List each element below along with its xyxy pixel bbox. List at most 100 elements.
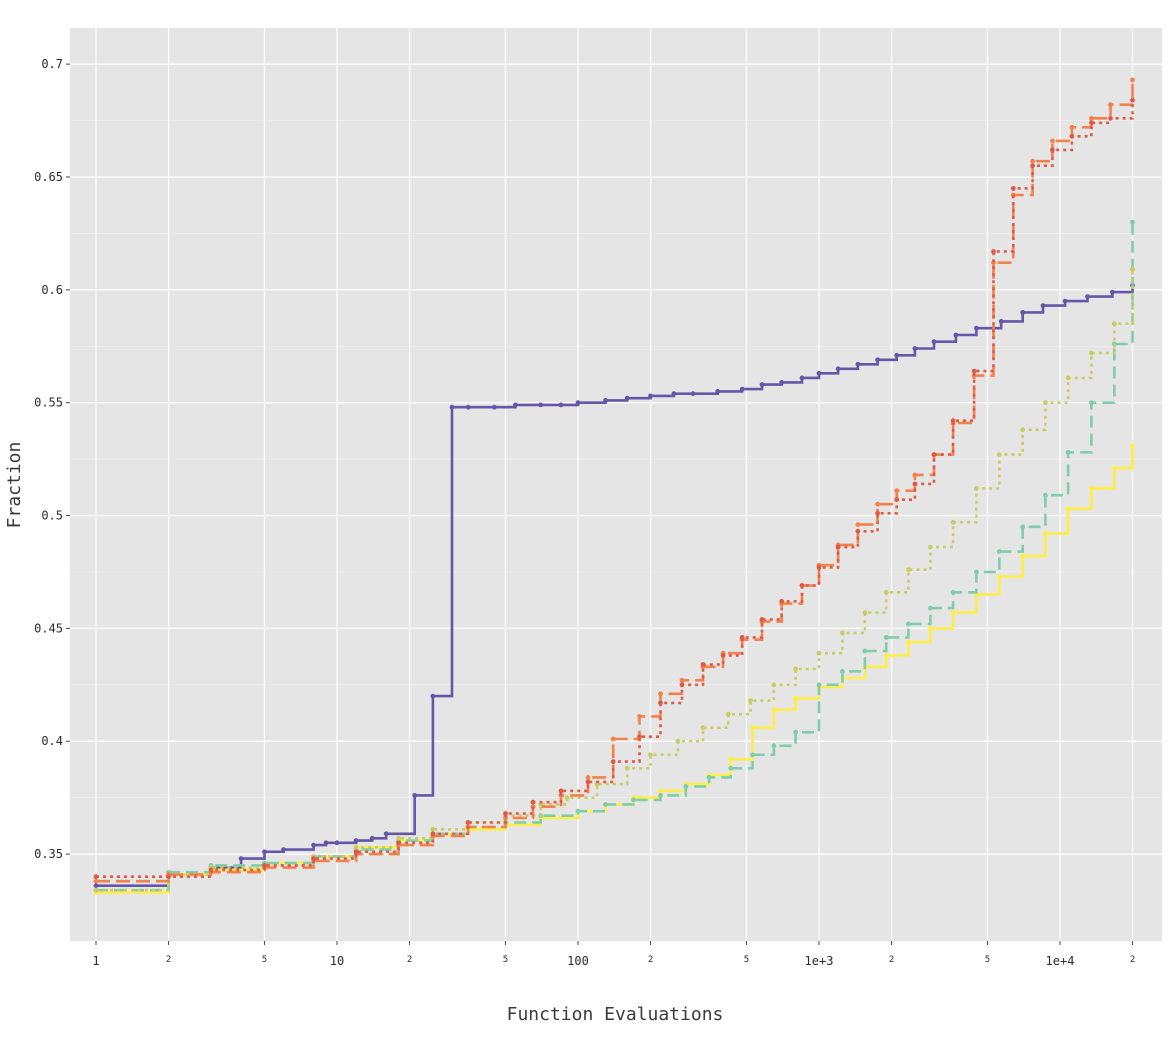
y-axis-title: Fraction (4, 442, 25, 529)
y-tick-label: 0.65 (34, 170, 63, 184)
data-point (1040, 303, 1046, 308)
grid-lines (70, 28, 1162, 941)
data-point (323, 840, 329, 846)
data-point (1020, 524, 1026, 530)
data-point (396, 840, 401, 846)
data-point (1069, 133, 1075, 139)
data-point (906, 621, 911, 627)
data-point (637, 734, 642, 740)
data-point (503, 811, 508, 816)
data-point (281, 847, 286, 852)
data-point (1089, 115, 1094, 121)
data-point (558, 788, 564, 794)
data-point (1020, 310, 1026, 315)
data-point (912, 346, 918, 351)
data-point (840, 668, 845, 674)
x-tick-label: 1e+4 (1046, 954, 1075, 968)
data-point (883, 653, 889, 658)
data-point (262, 863, 267, 868)
data-point (658, 788, 663, 794)
data-point (1020, 427, 1026, 433)
data-point (465, 404, 471, 410)
data-point (950, 589, 956, 595)
x-tick-label: 2 (166, 955, 171, 965)
data-point (603, 398, 608, 403)
data-point (931, 452, 937, 457)
data-point (93, 887, 99, 893)
data-point (353, 838, 359, 843)
data-point (720, 653, 726, 658)
x-tick-label: 5 (262, 955, 267, 965)
data-point (912, 472, 918, 478)
data-point (631, 797, 636, 803)
data-point (700, 662, 706, 667)
data-point (971, 368, 977, 374)
data-point (759, 617, 765, 622)
data-point (93, 878, 99, 884)
data-point (835, 366, 841, 372)
data-point (1065, 449, 1071, 455)
y-tick-label: 0.6 (41, 283, 63, 297)
data-point (353, 844, 359, 850)
data-point (1111, 465, 1117, 471)
data-point (974, 569, 979, 575)
data-point (369, 835, 375, 841)
data-point (799, 583, 805, 588)
data-point (950, 519, 956, 525)
data-point (855, 522, 861, 527)
x-tick-label: 5 (503, 955, 508, 965)
data-point (779, 380, 785, 385)
data-point (530, 799, 536, 805)
data-point (700, 725, 706, 731)
data-point (1130, 267, 1135, 272)
data-point (1043, 492, 1048, 498)
data-point (894, 352, 900, 358)
x-tick-label: 5 (985, 955, 990, 965)
x-tick-label: 2 (648, 955, 653, 965)
data-point (816, 370, 822, 376)
data-point (894, 497, 900, 503)
data-point (750, 725, 755, 731)
data-point (513, 402, 518, 408)
data-point (538, 402, 544, 408)
x-tick-label: 1e+3 (805, 954, 834, 968)
data-point (912, 481, 918, 487)
data-point (739, 635, 745, 640)
data-point (816, 650, 822, 656)
x-tick-label: 2 (1130, 955, 1135, 965)
data-point (1108, 102, 1113, 108)
data-point (1010, 185, 1016, 191)
data-point (996, 452, 1002, 457)
data-point (430, 826, 436, 832)
x-axis-title: Function Evaluations (507, 1004, 724, 1025)
data-point (1111, 321, 1117, 327)
data-point (991, 249, 996, 254)
data-point (883, 589, 889, 595)
data-point (610, 736, 616, 742)
data-point (575, 808, 581, 814)
data-point (690, 391, 696, 397)
data-point (1030, 158, 1035, 164)
data-point (430, 693, 436, 699)
x-tick-label: 1 (92, 954, 99, 968)
y-tick-label: 0.35 (34, 847, 63, 861)
series-layer (93, 77, 1135, 895)
data-point (648, 393, 653, 399)
data-point (748, 698, 753, 703)
data-point (1043, 400, 1048, 406)
data-point (728, 765, 734, 771)
data-point (883, 635, 889, 640)
data-point (396, 835, 401, 841)
data-point (603, 802, 608, 807)
data-point (1085, 294, 1090, 299)
data-point (996, 574, 1002, 579)
x-tick-label: 10 (330, 954, 344, 968)
data-point (779, 598, 785, 604)
data-point (1110, 289, 1115, 295)
data-point (855, 361, 861, 367)
data-point (1069, 124, 1075, 130)
data-point (658, 691, 663, 697)
data-point (1020, 553, 1026, 559)
data-point (996, 549, 1002, 554)
